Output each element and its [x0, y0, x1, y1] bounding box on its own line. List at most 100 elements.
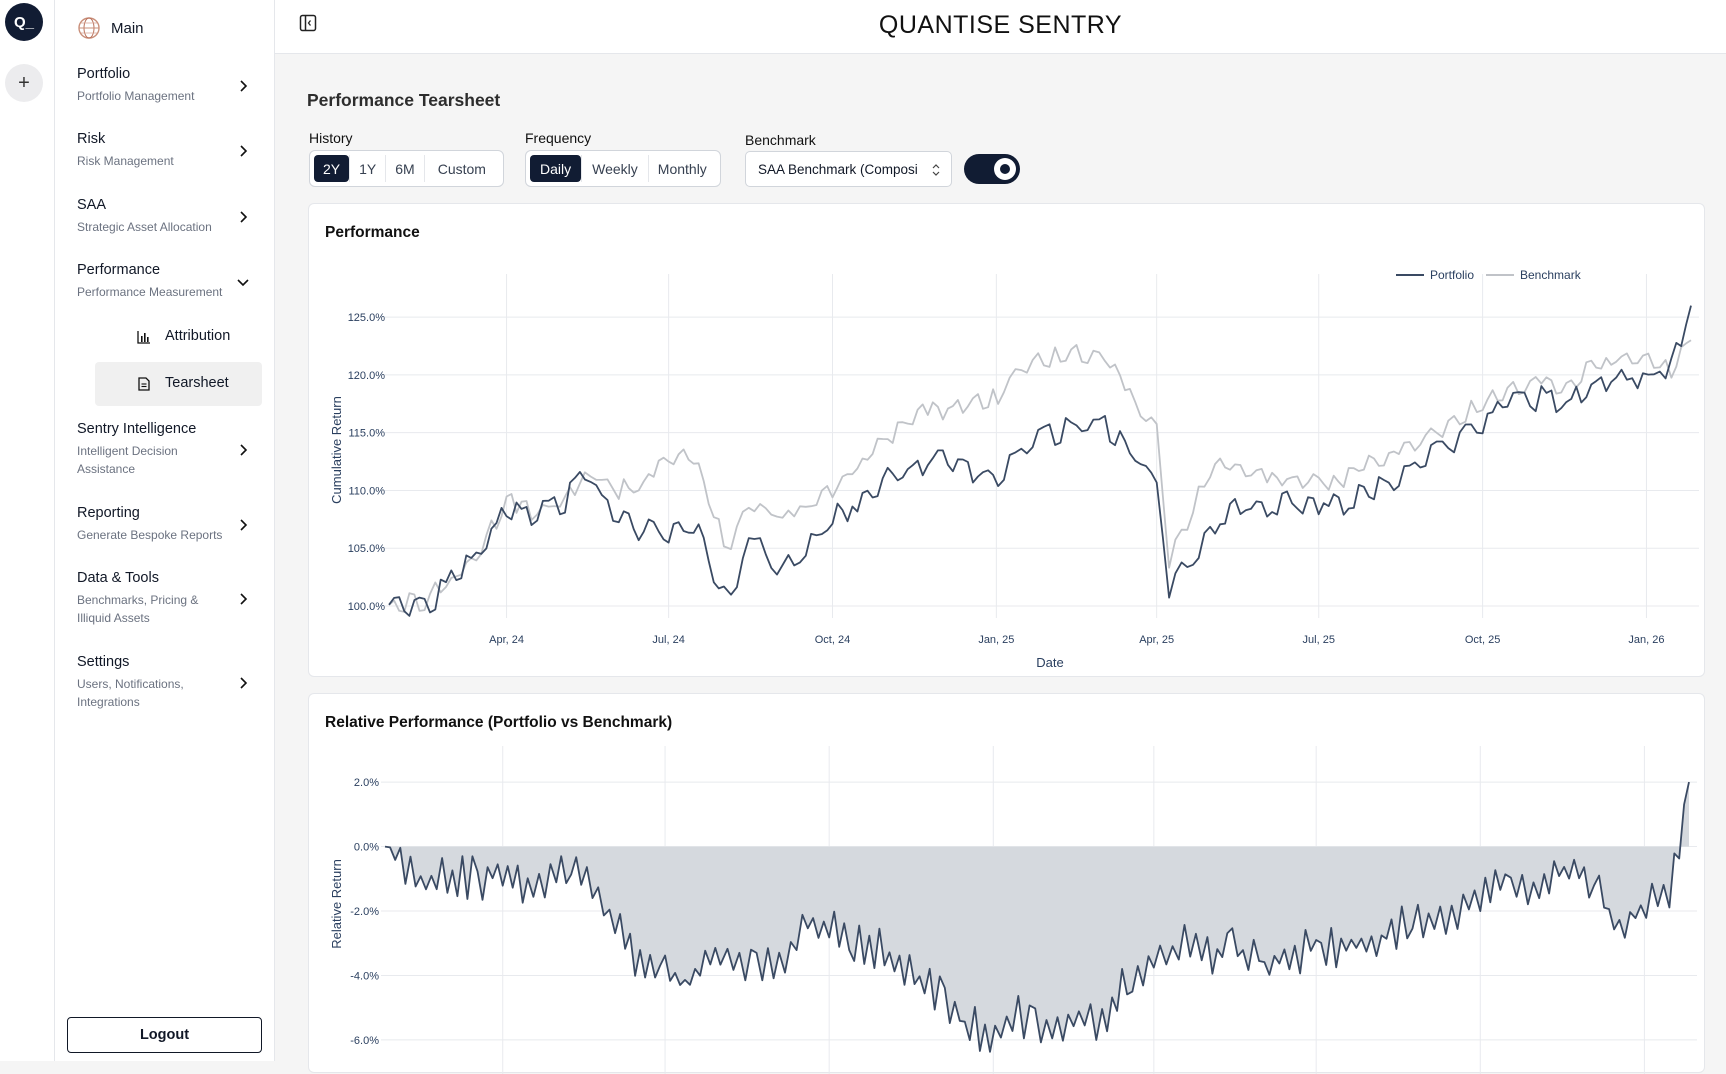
globe-logo-icon	[78, 17, 100, 39]
history-label: History	[309, 130, 353, 146]
benchmark-toggle-switch[interactable]	[964, 154, 1020, 184]
benchmark-label: Benchmark	[745, 132, 816, 148]
performance-chart-card: Performance Apr, 24 Jul, 24 Oct, 24 Jan, 25…	[308, 203, 1705, 677]
sidebar-item-data-tools[interactable]: Data & Tools Benchmarks, Pricing & Illiq…	[77, 570, 263, 627]
x-tick-label: Jul, 24	[652, 634, 684, 646]
x-tick-label: Apr, 24	[489, 634, 524, 646]
add-button[interactable]: +	[5, 64, 43, 102]
sidebar-subitem-attribution[interactable]: Attribution	[95, 315, 262, 359]
y-tick-label: -4.0%	[350, 970, 379, 982]
sidebar-item-subtitle: Portfolio Management	[77, 89, 195, 103]
sidebar-item-title: Settings	[77, 654, 130, 670]
y-tick-label: 2.0%	[354, 777, 379, 789]
sidebar-item-title: Sentry Intelligence	[77, 421, 197, 437]
sidebar-item-portfolio[interactable]: Portfolio Portfolio Management	[77, 66, 263, 105]
sidebar-item-saa[interactable]: SAA Strategic Asset Allocation	[77, 197, 263, 236]
y-tick-label: 105.0%	[348, 543, 386, 555]
document-icon	[138, 377, 150, 391]
chevron-right-icon	[240, 443, 248, 456]
legend-label: Portfolio	[1430, 268, 1474, 282]
chevron-down-icon	[237, 278, 249, 286]
x-tick-label: Jan, 26	[1628, 634, 1664, 646]
history-option-2y[interactable]: 2Y	[314, 155, 350, 182]
y-tick-label: 115.0%	[349, 428, 386, 440]
x-tick-label: Jul, 25	[1303, 634, 1335, 646]
series-line-benchmark	[388, 339, 1692, 613]
select-updown-icon	[932, 164, 940, 176]
sidebar-item-title: SAA	[77, 197, 107, 213]
switch-knob	[994, 158, 1016, 180]
sidebar-main-label: Main	[111, 19, 144, 37]
relative-return-line	[384, 781, 1690, 1053]
x-tick-label: Apr, 25	[1139, 634, 1174, 646]
frequency-option-weekly[interactable]: Weekly	[581, 155, 648, 182]
sidebar-item-subtitle: Risk Management	[77, 154, 174, 168]
sidebar-item-sentry-intelligence[interactable]: Sentry Intelligence Intelligent Decision…	[77, 421, 263, 478]
y-tick-label: 120.0%	[348, 370, 386, 382]
sidebar-subitem-tearsheet[interactable]: Tearsheet	[95, 362, 262, 406]
y-tick-label: 110.0%	[349, 485, 386, 497]
sidebar-item-performance[interactable]: Performance Performance Measurement	[77, 262, 263, 301]
sidebar-item-subtitle: Performance Measurement	[77, 285, 223, 299]
sidebar: Main Portfolio Portfolio Management Risk…	[55, 0, 275, 1061]
sidebar-item-settings[interactable]: Settings Users, Notifications, Integrati…	[77, 654, 263, 711]
y-tick-label: 100.0%	[348, 601, 386, 613]
sidebar-toggle-icon[interactable]	[299, 14, 317, 32]
chevron-right-icon	[240, 518, 248, 531]
bar-chart-icon	[137, 331, 150, 344]
frequency-segmented-control: Daily Weekly Monthly	[525, 150, 721, 187]
page-title: Performance Tearsheet	[307, 90, 501, 110]
history-option-6m[interactable]: 6M	[385, 155, 423, 182]
sidebar-item-subtitle: Generate Bespoke Reports	[77, 528, 223, 542]
sidebar-subitem-label: Attribution	[165, 328, 231, 344]
x-tick-label: Oct, 25	[1465, 634, 1500, 646]
y-tick-label: 125.0%	[348, 312, 386, 324]
legend-label: Benchmark	[1520, 268, 1582, 282]
sidebar-item-risk[interactable]: Risk Risk Management	[77, 131, 263, 170]
app-logo[interactable]: Q_	[5, 3, 43, 41]
relative-chart-title: Relative Performance (Portfolio vs Bench…	[325, 714, 673, 731]
performance-chart: Apr, 24 Jul, 24 Oct, 24 Jan, 25 Apr, 25 Jul, …	[329, 268, 1699, 670]
x-axis-title: Date	[1036, 655, 1063, 670]
sidebar-item-title: Portfolio	[77, 66, 131, 82]
y-axis-title: Relative Return	[329, 859, 344, 949]
series-line-portfolio	[388, 305, 1692, 617]
relative-performance-chart: 2.0% 0.0% -2.0% -4.0% -6.0% Relative Return	[329, 746, 1697, 1074]
sidebar-item-reporting[interactable]: Reporting Generate Bespoke Reports	[77, 505, 263, 544]
app-title: QUANTISE SENTRY	[878, 11, 1123, 39]
history-option-1y[interactable]: 1Y	[349, 155, 385, 182]
y-tick-label: -6.0%	[350, 1035, 379, 1047]
sidebar-main-link[interactable]: Main	[77, 16, 144, 40]
y-tick-label: -2.0%	[350, 906, 379, 918]
chevron-right-icon	[240, 144, 248, 157]
relative-performance-card: Relative Performance (Portfolio vs Bench…	[308, 693, 1705, 1074]
performance-chart-title: Performance	[325, 224, 420, 241]
sidebar-item-subtitle: Users, Notifications, Integrations	[77, 677, 184, 709]
history-option-custom[interactable]: Custom	[423, 155, 499, 182]
chevron-right-icon	[240, 592, 248, 605]
sidebar-subitem-label: Tearsheet	[165, 375, 229, 391]
frequency-option-monthly[interactable]: Monthly	[647, 155, 716, 182]
sidebar-item-title: Risk	[77, 131, 106, 147]
benchmark-select-value: SAA Benchmark (Composi	[758, 161, 918, 177]
frequency-label: Frequency	[525, 130, 592, 146]
history-segmented-control: 2Y 1Y 6M Custom	[309, 150, 504, 187]
sidebar-item-title: Data & Tools	[77, 570, 159, 586]
sidebar-item-subtitle: Intelligent Decision Assistance	[77, 444, 178, 476]
sidebar-item-subtitle: Strategic Asset Allocation	[77, 220, 212, 234]
y-tick-label: 0.0%	[354, 842, 379, 854]
x-tick-label: Jan, 25	[978, 634, 1014, 646]
sidebar-item-title: Reporting	[77, 505, 140, 521]
x-tick-label: Oct, 24	[815, 634, 850, 646]
icon-rail: Q_ +	[0, 0, 55, 1061]
relative-area-fill	[385, 782, 1689, 1052]
benchmark-select[interactable]: SAA Benchmark (Composi	[745, 151, 952, 187]
y-axis-title: Cumulative Return	[329, 396, 344, 504]
chevron-right-icon	[240, 79, 248, 92]
top-header: QUANTISE SENTRY	[275, 0, 1726, 54]
chevron-right-icon	[240, 210, 248, 223]
frequency-option-daily[interactable]: Daily	[530, 155, 582, 182]
chevron-right-icon	[240, 676, 248, 689]
sidebar-item-title: Performance	[77, 262, 161, 278]
logout-button[interactable]: Logout	[67, 1017, 262, 1053]
